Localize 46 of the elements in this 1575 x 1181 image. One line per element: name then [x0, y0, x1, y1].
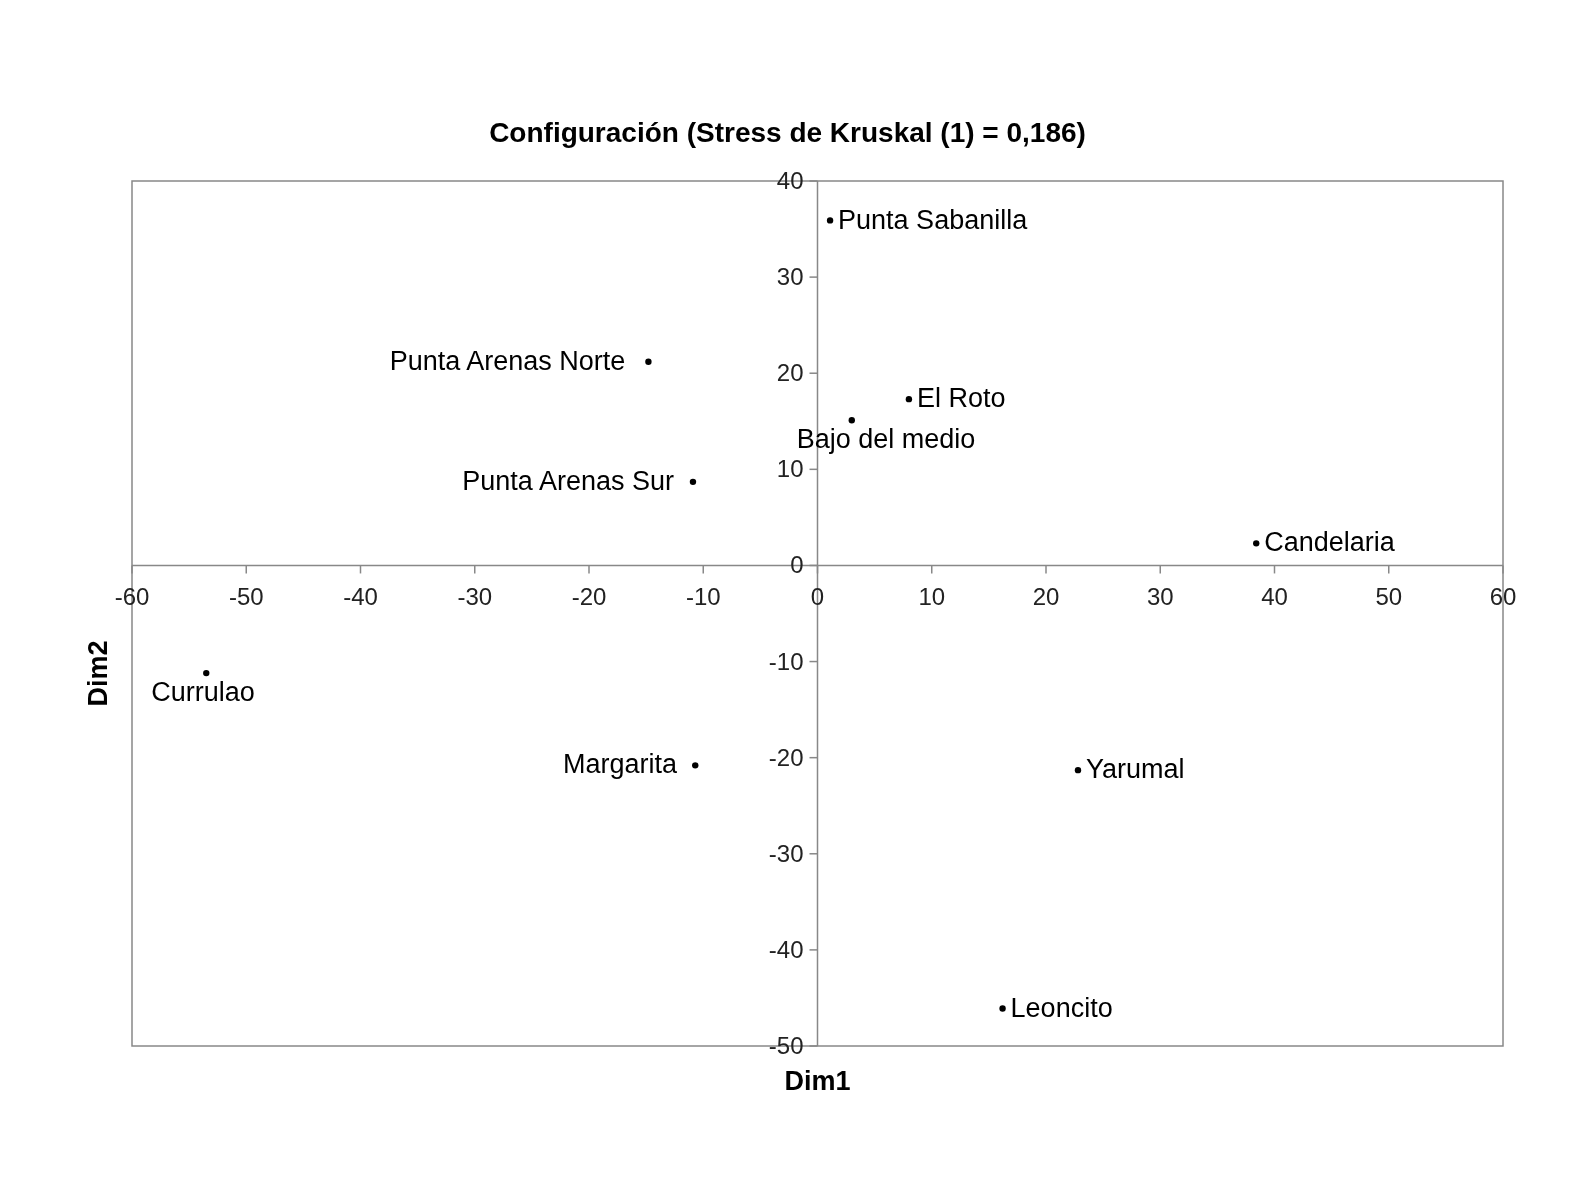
point	[999, 1005, 1006, 1012]
y-tick-label: 30	[776, 263, 804, 291]
annotation: Yarumal	[1085, 754, 1185, 785]
y-tick-label: 20	[776, 359, 804, 387]
point	[203, 669, 210, 677]
annotation: Punta Arenas Norte	[389, 345, 626, 376]
point	[689, 478, 697, 486]
x-tick-label: -50	[228, 583, 264, 611]
point	[848, 417, 855, 424]
y-tick-label: -30	[768, 839, 804, 867]
y-tick-label: -40	[768, 935, 804, 963]
x-tick-label: 20	[1032, 583, 1060, 611]
y-tick-label: -20	[768, 743, 804, 771]
point	[692, 762, 699, 769]
x-tick-label: -20	[571, 583, 607, 611]
chart-title: Configuración (Stress de Kruskal (1) = 0,186)	[489, 117, 1086, 148]
point	[905, 395, 913, 403]
x-tick-label: -30	[457, 583, 493, 611]
point	[1253, 540, 1260, 547]
point	[826, 217, 834, 224]
x-axis-title: Dim1	[784, 1066, 851, 1096]
x-tick-label: 40	[1261, 583, 1288, 611]
x-tick-label: -40	[343, 583, 378, 611]
annotation: Bajo del medio	[796, 423, 976, 454]
point	[645, 358, 652, 365]
annotation: Margarita	[562, 749, 678, 780]
x-tick-label: 0	[810, 583, 825, 611]
x-tick-label: -60	[114, 583, 150, 611]
x-tick-label: 30	[1146, 583, 1174, 611]
y-tick-label: -50	[768, 1032, 804, 1059]
annotation: Currulao	[151, 676, 255, 707]
x-tick-label: 50	[1375, 583, 1403, 611]
y-tick-label: -10	[768, 647, 804, 675]
annotation: Candelaria	[1264, 527, 1396, 558]
point	[1074, 766, 1082, 774]
y-tick-label: 0	[790, 551, 804, 579]
annotation: Punta Sabanilla	[838, 204, 1029, 235]
y-axis-title: Dim2	[83, 640, 113, 707]
x-tick-label: 10	[918, 583, 946, 611]
annotation: El Roto	[916, 383, 1006, 414]
x-tick-label: 60	[1489, 583, 1517, 611]
y-tick-label: 10	[776, 455, 804, 483]
annotation: Punta Arenas Sur	[462, 465, 674, 496]
y-tick-label: 40	[776, 167, 804, 194]
x-tick-label: -10	[685, 583, 721, 611]
annotation: Leoncito	[1010, 992, 1113, 1023]
